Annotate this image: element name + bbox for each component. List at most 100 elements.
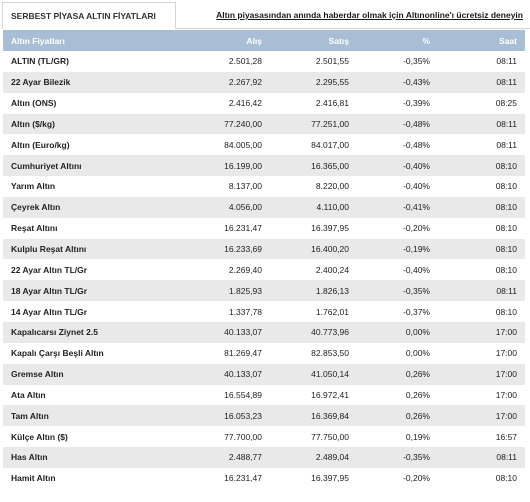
gold-name-cell[interactable]: Cumhuriyet Altını <box>11 160 82 171</box>
table-row[interactable]: Kapalıcarsı Ziynet 2.5 40.133,07 40.773,96… <box>3 321 525 343</box>
buy-price-cell: 16.233,69 <box>224 244 262 255</box>
table-row[interactable]: Külçe Altın ($) 77.700,00 77.750,00 0,19% 16… <box>3 426 525 448</box>
table-row[interactable]: Çeyrek Altın 4.056,00 4.110,00 -0,41% 08:10 <box>3 196 525 218</box>
buy-price-cell: 81.269,47 <box>224 348 262 359</box>
update-time-cell: 08:11 <box>496 285 517 296</box>
sell-price-cell: 2.400,24 <box>315 264 349 275</box>
change-percent-cell: -0,19% <box>403 244 430 255</box>
gold-name-cell[interactable]: Hamit Altın <box>11 473 56 484</box>
gold-name-cell[interactable]: Altın (ONS) <box>11 98 57 109</box>
gold-name-cell[interactable]: Ata Altın <box>11 389 46 400</box>
update-time-cell: 08:11 <box>496 56 517 67</box>
gold-name-cell[interactable]: Kapalıcarsı Ziynet 2.5 <box>11 327 98 338</box>
update-time-cell: 17:00 <box>495 369 517 380</box>
buy-price-cell: 1.825,93 <box>228 285 262 296</box>
table-row[interactable]: Ata Altın 16.554,89 16.972,41 0,26% 17:00 <box>3 384 525 406</box>
gold-name-cell[interactable]: Gremse Altın <box>11 369 64 380</box>
column-header-buy[interactable]: Alış <box>246 35 262 46</box>
change-percent-cell: -0,48% <box>403 139 430 150</box>
table-row[interactable]: 18 Ayar Altın TL/Gr 1.825,93 1.826,13 -0,35… <box>3 280 525 302</box>
gold-name-cell[interactable]: Reşat Altını <box>11 223 58 234</box>
update-time-cell: 17:00 <box>495 410 517 421</box>
sell-price-cell: 16.400,20 <box>311 244 349 255</box>
sell-price-cell: 2.501,55 <box>315 56 349 67</box>
table-row[interactable]: Yarım Altın 8.137,00 8.220,00 -0,40% 08:10 <box>3 176 525 197</box>
change-percent-cell: -0,48% <box>403 118 430 129</box>
table-row[interactable]: ALTIN (TL/GR) 2.501,28 2.501,55 -0,35% 08:11 <box>3 51 525 72</box>
update-time-cell: 08:10 <box>495 264 517 275</box>
table-row[interactable]: Tam Altın 16.053,23 16.369,84 0,26% 17:00 <box>3 405 525 427</box>
table-header-row: Altın Fiyatları Alış Satış % Saat <box>3 30 525 51</box>
gold-name-cell[interactable]: 22 Ayar Bilezik <box>11 77 71 88</box>
change-percent-cell: -0,20% <box>403 223 430 234</box>
buy-price-cell: 40.133,07 <box>224 327 262 338</box>
tab-serbest-piyasa[interactable]: SERBEST PİYASA ALTIN FİYATLARI <box>2 2 176 29</box>
sell-price-cell: 41.050,14 <box>311 369 349 380</box>
tab-divider <box>176 28 530 29</box>
gold-name-cell[interactable]: Altın ($/kg) <box>11 118 55 129</box>
change-percent-cell: 0,00% <box>405 327 430 338</box>
column-header-change[interactable]: % <box>422 35 430 46</box>
table-row[interactable]: 14 Ayar Altın TL/Gr 1.337,78 1.762,01 -0,37… <box>3 301 525 322</box>
gold-name-cell[interactable]: Has Altın <box>11 452 48 463</box>
update-time-cell: 08:10 <box>495 223 517 234</box>
table-row[interactable]: Reşat Altını 16.231,47 16.397,95 -0,20% 08:1… <box>3 217 525 239</box>
gold-name-cell[interactable]: Kapalı Çarşı Beşli Altın <box>11 348 104 359</box>
gold-name-cell[interactable]: Çeyrek Altın <box>11 202 61 213</box>
gold-name-cell[interactable]: Külçe Altın ($) <box>11 431 68 442</box>
change-percent-cell: -0,40% <box>403 160 430 171</box>
gold-name-cell[interactable]: Kulplu Reşat Altını <box>11 244 87 255</box>
sell-price-cell: 2.416,81 <box>315 98 349 109</box>
update-time-cell: 16:57 <box>495 431 517 442</box>
gold-prices-table: Altın Fiyatları Alış Satış % Saat ALTIN … <box>3 30 525 489</box>
sell-price-cell: 16.972,41 <box>311 389 349 400</box>
altinonline-promo-link[interactable]: Altın piyasasından anında haberdar olmak… <box>216 10 523 20</box>
buy-price-cell: 16.053,23 <box>224 410 262 421</box>
sell-price-cell: 1.826,13 <box>315 285 349 296</box>
column-header-sell[interactable]: Satış <box>328 35 349 46</box>
gold-name-cell[interactable]: 14 Ayar Altın TL/Gr <box>11 306 88 317</box>
buy-price-cell: 2.488,77 <box>228 452 262 463</box>
gold-name-cell[interactable]: ALTIN (TL/GR) <box>11 56 69 67</box>
table-body: ALTIN (TL/GR) 2.501,28 2.501,55 -0,35% 08:11… <box>3 51 525 489</box>
table-row[interactable]: Has Altın 2.488,77 2.489,04 -0,35% 08:11 <box>3 447 525 468</box>
table-row[interactable]: Hamit Altın 16.231,47 16.397,95 -0,20% 08:10 <box>3 467 525 489</box>
change-percent-cell: 0,26% <box>405 369 430 380</box>
table-row[interactable]: 22 Ayar Bilezik 2.267,92 2.295,55 -0,43% 08:… <box>3 71 525 93</box>
table-row[interactable]: Gremse Altın 40.133,07 41.050,14 0,26% 17:00 <box>3 363 525 385</box>
update-time-cell: 08:10 <box>495 473 517 484</box>
sell-price-cell: 82.853,50 <box>311 348 349 359</box>
change-percent-cell: -0,35% <box>403 285 430 296</box>
sell-price-cell: 16.365,00 <box>311 160 349 171</box>
buy-price-cell: 8.137,00 <box>228 181 262 192</box>
table-row[interactable]: Kulplu Reşat Altını 16.233,69 16.400,20 -0,… <box>3 238 525 260</box>
column-header-time[interactable]: Saat <box>499 35 517 46</box>
change-percent-cell: 0,19% <box>405 431 430 442</box>
gold-name-cell[interactable]: Altın (Euro/kg) <box>11 139 70 150</box>
gold-name-cell[interactable]: 18 Ayar Altın TL/Gr <box>11 285 88 296</box>
change-percent-cell: -0,41% <box>403 202 430 213</box>
sell-price-cell: 84.017,00 <box>311 139 349 150</box>
gold-name-cell[interactable]: Yarım Altın <box>11 181 56 192</box>
update-time-cell: 08:11 <box>496 77 517 88</box>
sell-price-cell: 16.397,95 <box>311 223 349 234</box>
gold-name-cell[interactable]: Tam Altın <box>11 410 49 421</box>
gold-name-cell[interactable]: 22 Ayar Altın TL/Gr <box>11 264 88 275</box>
buy-price-cell: 16.199,00 <box>224 160 262 171</box>
table-row[interactable]: 22 Ayar Altın TL/Gr 2.269,40 2.400,24 -0,40… <box>3 259 525 281</box>
change-percent-cell: -0,35% <box>403 56 430 67</box>
update-time-cell: 08:10 <box>495 244 517 255</box>
top-bar: SERBEST PİYASA ALTIN FİYATLARI Altın piy… <box>0 0 530 30</box>
table-row[interactable]: Kapalı Çarşı Beşli Altın 81.269,47 82.853,… <box>3 342 525 364</box>
table-row[interactable]: Cumhuriyet Altını 16.199,00 16.365,00 -0,40… <box>3 155 525 177</box>
sell-price-cell: 8.220,00 <box>315 181 349 192</box>
table-row[interactable]: Altın (ONS) 2.416,42 2.416,81 -0,39% 08:25 <box>3 92 525 114</box>
update-time-cell: 08:10 <box>495 181 517 192</box>
sell-price-cell: 16.369,84 <box>311 410 349 421</box>
table-row[interactable]: Altın ($/kg) 77.240,00 77.251,00 -0,48% 08:1… <box>3 113 525 135</box>
buy-price-cell: 1.337,78 <box>228 306 262 317</box>
change-percent-cell: 0,26% <box>405 389 430 400</box>
table-row[interactable]: Altın (Euro/kg) 84.005,00 84.017,00 -0,48% 0… <box>3 134 525 156</box>
column-header-name[interactable]: Altın Fiyatları <box>11 35 65 46</box>
buy-price-cell: 2.501,28 <box>228 56 262 67</box>
